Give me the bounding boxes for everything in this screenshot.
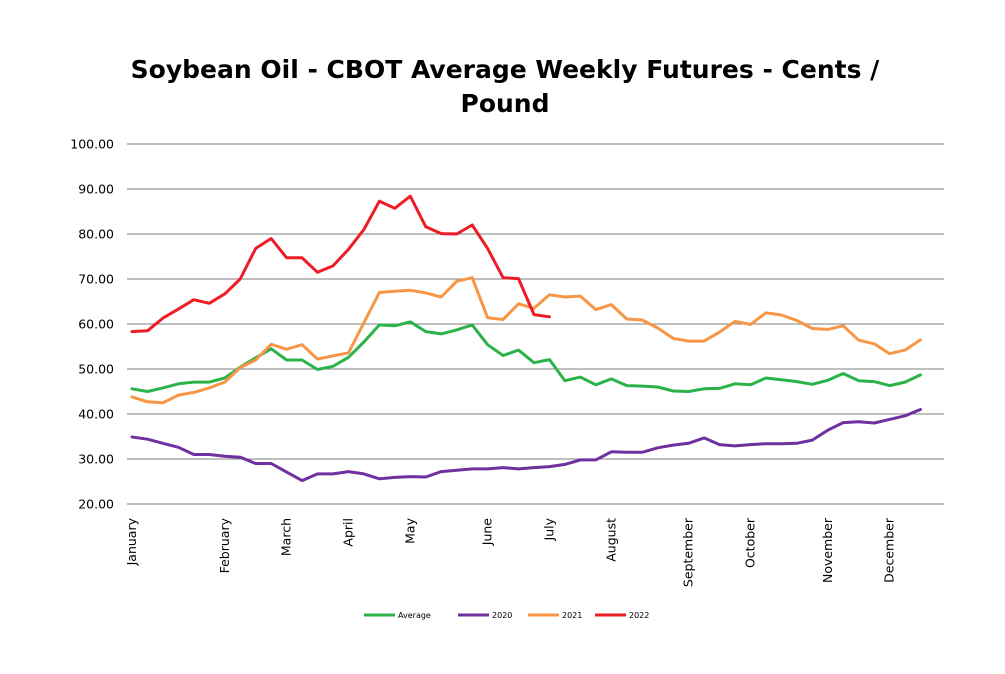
x-tick-label: December bbox=[882, 517, 897, 583]
y-axis-tick-labels: 20.00 30.00 40.00 50.00 60.00 70.00 80.00 90.00… bbox=[70, 137, 114, 512]
series-lines bbox=[130, 194, 922, 483]
x-tick-label: October bbox=[742, 517, 757, 568]
y-tick-label: 80.00 bbox=[78, 227, 114, 242]
x-tick-label: February bbox=[217, 517, 232, 573]
x-tick-label: January bbox=[124, 517, 139, 566]
chart-title-line1: Soybean Oil - CBOT Average Weekly Future… bbox=[131, 55, 881, 84]
legend-label: 2022 bbox=[629, 611, 649, 620]
gridlines bbox=[127, 143, 944, 505]
series-line-2021 bbox=[130, 276, 922, 405]
y-tick-label: 20.00 bbox=[78, 497, 114, 512]
series-line-2022 bbox=[130, 194, 551, 334]
legend-label: 2020 bbox=[492, 611, 512, 620]
legend-label: Average bbox=[398, 611, 431, 620]
x-tick-label: September bbox=[681, 517, 696, 587]
x-tick-label: March bbox=[279, 518, 294, 556]
y-tick-label: 40.00 bbox=[78, 407, 114, 422]
x-tick-label: June bbox=[480, 518, 495, 547]
legend-label: 2021 bbox=[562, 611, 582, 620]
y-tick-label: 60.00 bbox=[78, 317, 114, 332]
series-line-2020 bbox=[130, 408, 922, 483]
x-axis-tick-labels: January February March April May June July Augu… bbox=[124, 517, 897, 587]
y-tick-label: 90.00 bbox=[78, 182, 114, 197]
x-tick-label: May bbox=[402, 517, 417, 543]
y-tick-label: 70.00 bbox=[78, 272, 114, 287]
x-tick-label: July bbox=[541, 517, 556, 541]
x-tick-label: August bbox=[603, 518, 618, 562]
y-tick-label: 30.00 bbox=[78, 452, 114, 467]
y-tick-label: 100.00 bbox=[70, 137, 114, 152]
x-tick-label: November bbox=[820, 517, 835, 583]
x-tick-label: April bbox=[340, 518, 355, 547]
chart-title-line2: Pound bbox=[461, 89, 550, 118]
y-tick-label: 50.00 bbox=[78, 362, 114, 377]
legend: Average 2020 2021 2022 bbox=[364, 611, 649, 620]
